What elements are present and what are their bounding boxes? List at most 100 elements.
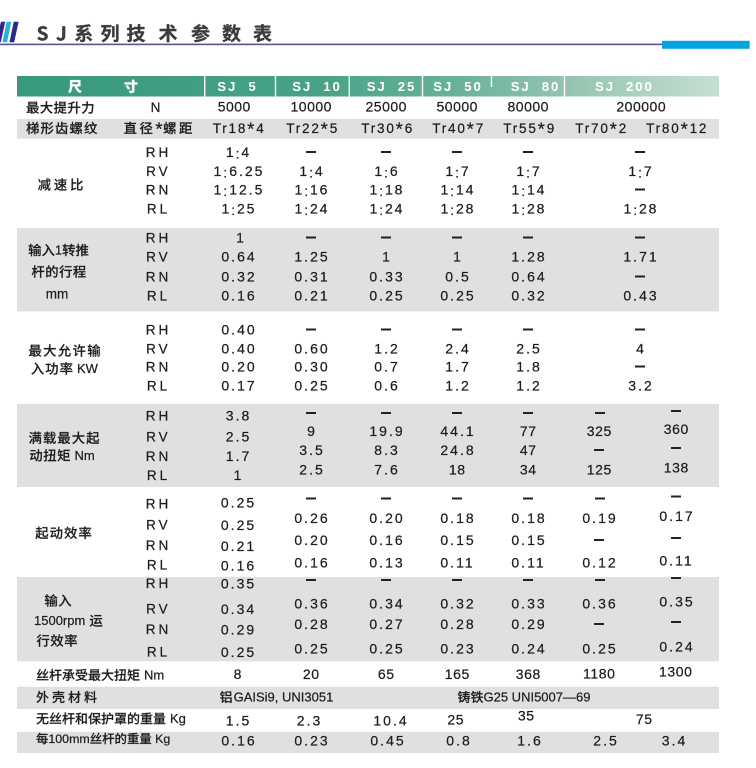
svg-text:165: 165 — [445, 666, 470, 682]
svg-text:RV: RV — [146, 601, 171, 616]
svg-text:0.34: 0.34 — [369, 596, 404, 612]
svg-text:0.26: 0.26 — [294, 510, 329, 526]
svg-text:325: 325 — [587, 423, 612, 439]
svg-text:1.7: 1.7 — [445, 359, 470, 375]
svg-text:0.20: 0.20 — [221, 359, 256, 375]
svg-text:Kg: Kg — [152, 732, 171, 746]
svg-text:1:​4: 1:​4 — [299, 163, 324, 181]
svg-text:0.36: 0.36 — [582, 596, 617, 612]
svg-text:8.3: 8.3 — [374, 442, 399, 458]
svg-text:138: 138 — [664, 460, 689, 476]
svg-text:360: 360 — [664, 421, 689, 437]
svg-text:1: 1 — [236, 230, 244, 246]
svg-text:125: 125 — [587, 462, 612, 478]
svg-text:SJ 25: SJ 25 — [367, 79, 417, 94]
svg-text:GAISi9, UNI3051: GAISi9, UNI3051 — [234, 690, 334, 705]
svg-text:100mm: 100mm — [48, 732, 89, 746]
svg-text:1: 1 — [234, 467, 242, 483]
svg-text:0.24: 0.24 — [511, 641, 546, 657]
svg-text:0.16: 0.16 — [221, 288, 256, 304]
svg-text:RL: RL — [147, 468, 170, 483]
svg-text:0.29: 0.29 — [221, 622, 256, 638]
svg-text:0.19: 0.19 — [582, 510, 617, 526]
svg-text:3.8: 3.8 — [226, 408, 251, 424]
svg-text:19.9: 19.9 — [369, 423, 404, 439]
svg-text:0.18: 0.18 — [511, 510, 546, 526]
svg-text:44.1: 44.1 — [440, 423, 475, 439]
svg-text:SJ 80: SJ 80 — [511, 79, 561, 94]
svg-text:0.32: 0.32 — [221, 269, 256, 285]
svg-text:200000: 200000 — [616, 99, 666, 115]
svg-text:0.18: 0.18 — [440, 510, 475, 526]
svg-text:0.16: 0.16 — [294, 555, 329, 571]
svg-text:1:​28: 1:​28 — [441, 201, 476, 219]
svg-text:0.16: 0.16 — [221, 558, 256, 574]
svg-text:368: 368 — [516, 666, 541, 682]
svg-text:1:​24: 1:​24 — [295, 201, 330, 219]
svg-text:1:​6.25: 1:​6.25 — [214, 163, 265, 181]
svg-text:2.4: 2.4 — [445, 341, 470, 357]
svg-text:RH: RH — [146, 576, 172, 591]
svg-text:1:​12.5: 1:​12.5 — [214, 182, 265, 200]
svg-text:0.28: 0.28 — [440, 616, 475, 632]
svg-text:3.5: 3.5 — [299, 442, 324, 458]
svg-text:1:​7: 1:​7 — [516, 163, 541, 181]
svg-text:1:​18: 1:​18 — [370, 182, 405, 200]
svg-text:RV: RV — [146, 429, 171, 444]
svg-text:1:​14: 1:​14 — [441, 182, 476, 200]
svg-text:1:​28: 1:​28 — [624, 201, 659, 219]
svg-text:RH: RH — [146, 322, 172, 337]
svg-text:0.64: 0.64 — [511, 269, 546, 285]
svg-text:0.16: 0.16 — [369, 532, 404, 548]
svg-text:SJ 200: SJ 200 — [595, 79, 654, 94]
svg-text:Tr18*​4: Tr18*​4 — [213, 119, 266, 140]
svg-text:RH: RH — [146, 230, 172, 245]
svg-text:0.40: 0.40 — [221, 322, 256, 338]
svg-text:1:​14: 1:​14 — [512, 182, 547, 200]
svg-text:Nm: Nm — [75, 448, 95, 463]
svg-text:N: N — [151, 100, 161, 115]
svg-text:10000: 10000 — [291, 99, 332, 115]
svg-text:3.2: 3.2 — [628, 378, 653, 394]
svg-text:0.11: 0.11 — [659, 553, 693, 569]
svg-text:0.60: 0.60 — [294, 341, 329, 357]
svg-text:0.12: 0.12 — [582, 555, 617, 571]
svg-text:65: 65 — [378, 666, 395, 682]
svg-text:8: 8 — [234, 666, 242, 682]
svg-text:1.6: 1.6 — [517, 733, 542, 749]
svg-text:0.27: 0.27 — [369, 616, 404, 632]
svg-text:0.13: 0.13 — [369, 555, 404, 571]
svg-text:1.2: 1.2 — [374, 341, 399, 357]
svg-text:RN: RN — [146, 182, 172, 197]
svg-text:SJ 5: SJ 5 — [217, 79, 257, 94]
svg-text:0.25: 0.25 — [294, 378, 329, 394]
svg-text:0.35: 0.35 — [221, 576, 256, 592]
svg-text:0.36: 0.36 — [294, 596, 329, 612]
svg-text:0.25: 0.25 — [221, 517, 256, 533]
svg-text:1.71: 1.71 — [623, 249, 658, 265]
svg-text:0.23: 0.23 — [440, 641, 475, 657]
svg-text:2.3: 2.3 — [297, 713, 322, 729]
svg-text:0.32: 0.32 — [440, 596, 475, 612]
svg-text:KW: KW — [77, 361, 99, 376]
svg-text:25: 25 — [447, 712, 464, 728]
svg-text:47: 47 — [520, 442, 537, 458]
svg-text:1180: 1180 — [583, 666, 616, 682]
svg-text:1:​25: 1:​25 — [222, 201, 257, 219]
svg-text:RN: RN — [146, 359, 172, 374]
svg-text:0.33: 0.33 — [369, 269, 404, 285]
svg-text:10.4: 10.4 — [373, 713, 408, 729]
svg-text:0.28: 0.28 — [294, 616, 329, 632]
svg-text:1:​28: 1:​28 — [512, 201, 547, 219]
svg-text:2.5: 2.5 — [226, 429, 251, 445]
svg-text:1: 1 — [55, 243, 62, 258]
svg-text:0.21: 0.21 — [221, 538, 256, 554]
svg-text:Tr80*​12: Tr80*​12 — [646, 119, 708, 140]
svg-text:0.64: 0.64 — [221, 249, 256, 265]
svg-text:35: 35 — [518, 708, 535, 724]
svg-text:RV: RV — [146, 517, 171, 532]
svg-text:RL: RL — [147, 201, 170, 216]
svg-text:0.30: 0.30 — [294, 359, 329, 375]
svg-text:1500rpm: 1500rpm — [34, 613, 85, 628]
svg-text:Tr40*​7: Tr40*​7 — [432, 119, 485, 140]
